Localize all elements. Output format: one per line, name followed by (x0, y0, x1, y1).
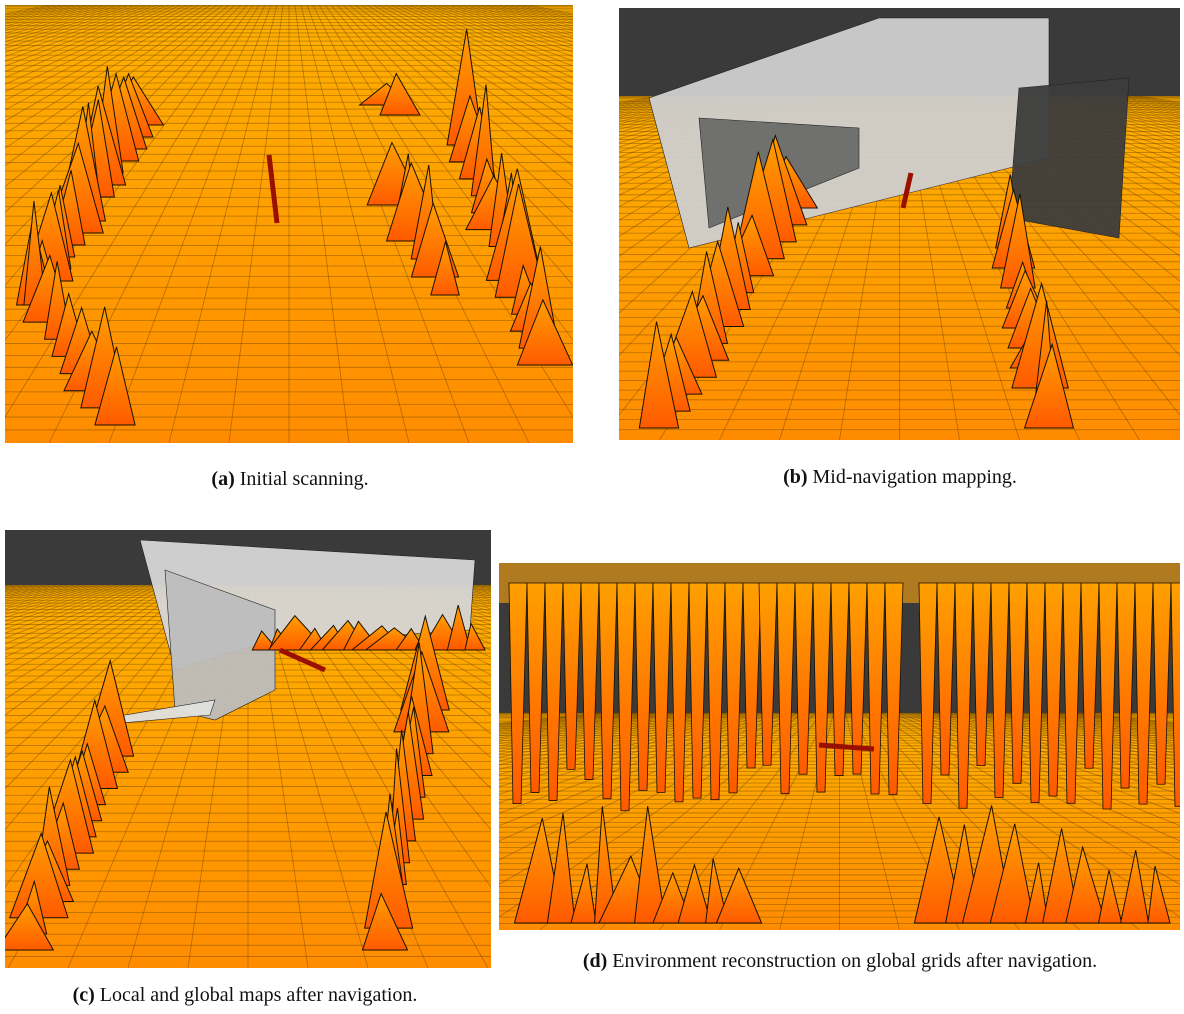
panel-a-render (5, 5, 573, 443)
page: (a) Initial scanning. (b) Mid-navigation… (0, 0, 1184, 1014)
caption-b: (b) Mid-navigation mapping. (783, 466, 1017, 489)
panel-c-render (5, 530, 491, 968)
caption-text: Initial scanning. (240, 468, 369, 490)
caption-c: (c) Local and global maps after navigati… (73, 984, 418, 1007)
caption-label: (b) (783, 466, 807, 488)
caption-text: Mid-navigation mapping. (813, 466, 1017, 488)
caption-text: Local and global maps after navigation. (100, 984, 418, 1006)
caption-label: (a) (211, 468, 234, 490)
caption-label: (c) (73, 984, 95, 1006)
scan-wall (1009, 78, 1129, 238)
caption-d: (d) Environment reconstruction on global… (583, 950, 1097, 973)
caption-label: (d) (583, 950, 607, 972)
caption-text: Environment reconstruction on global gri… (612, 950, 1097, 972)
panel-b-render (619, 8, 1180, 440)
panel-d-render (499, 563, 1180, 930)
caption-a: (a) Initial scanning. (211, 468, 368, 491)
